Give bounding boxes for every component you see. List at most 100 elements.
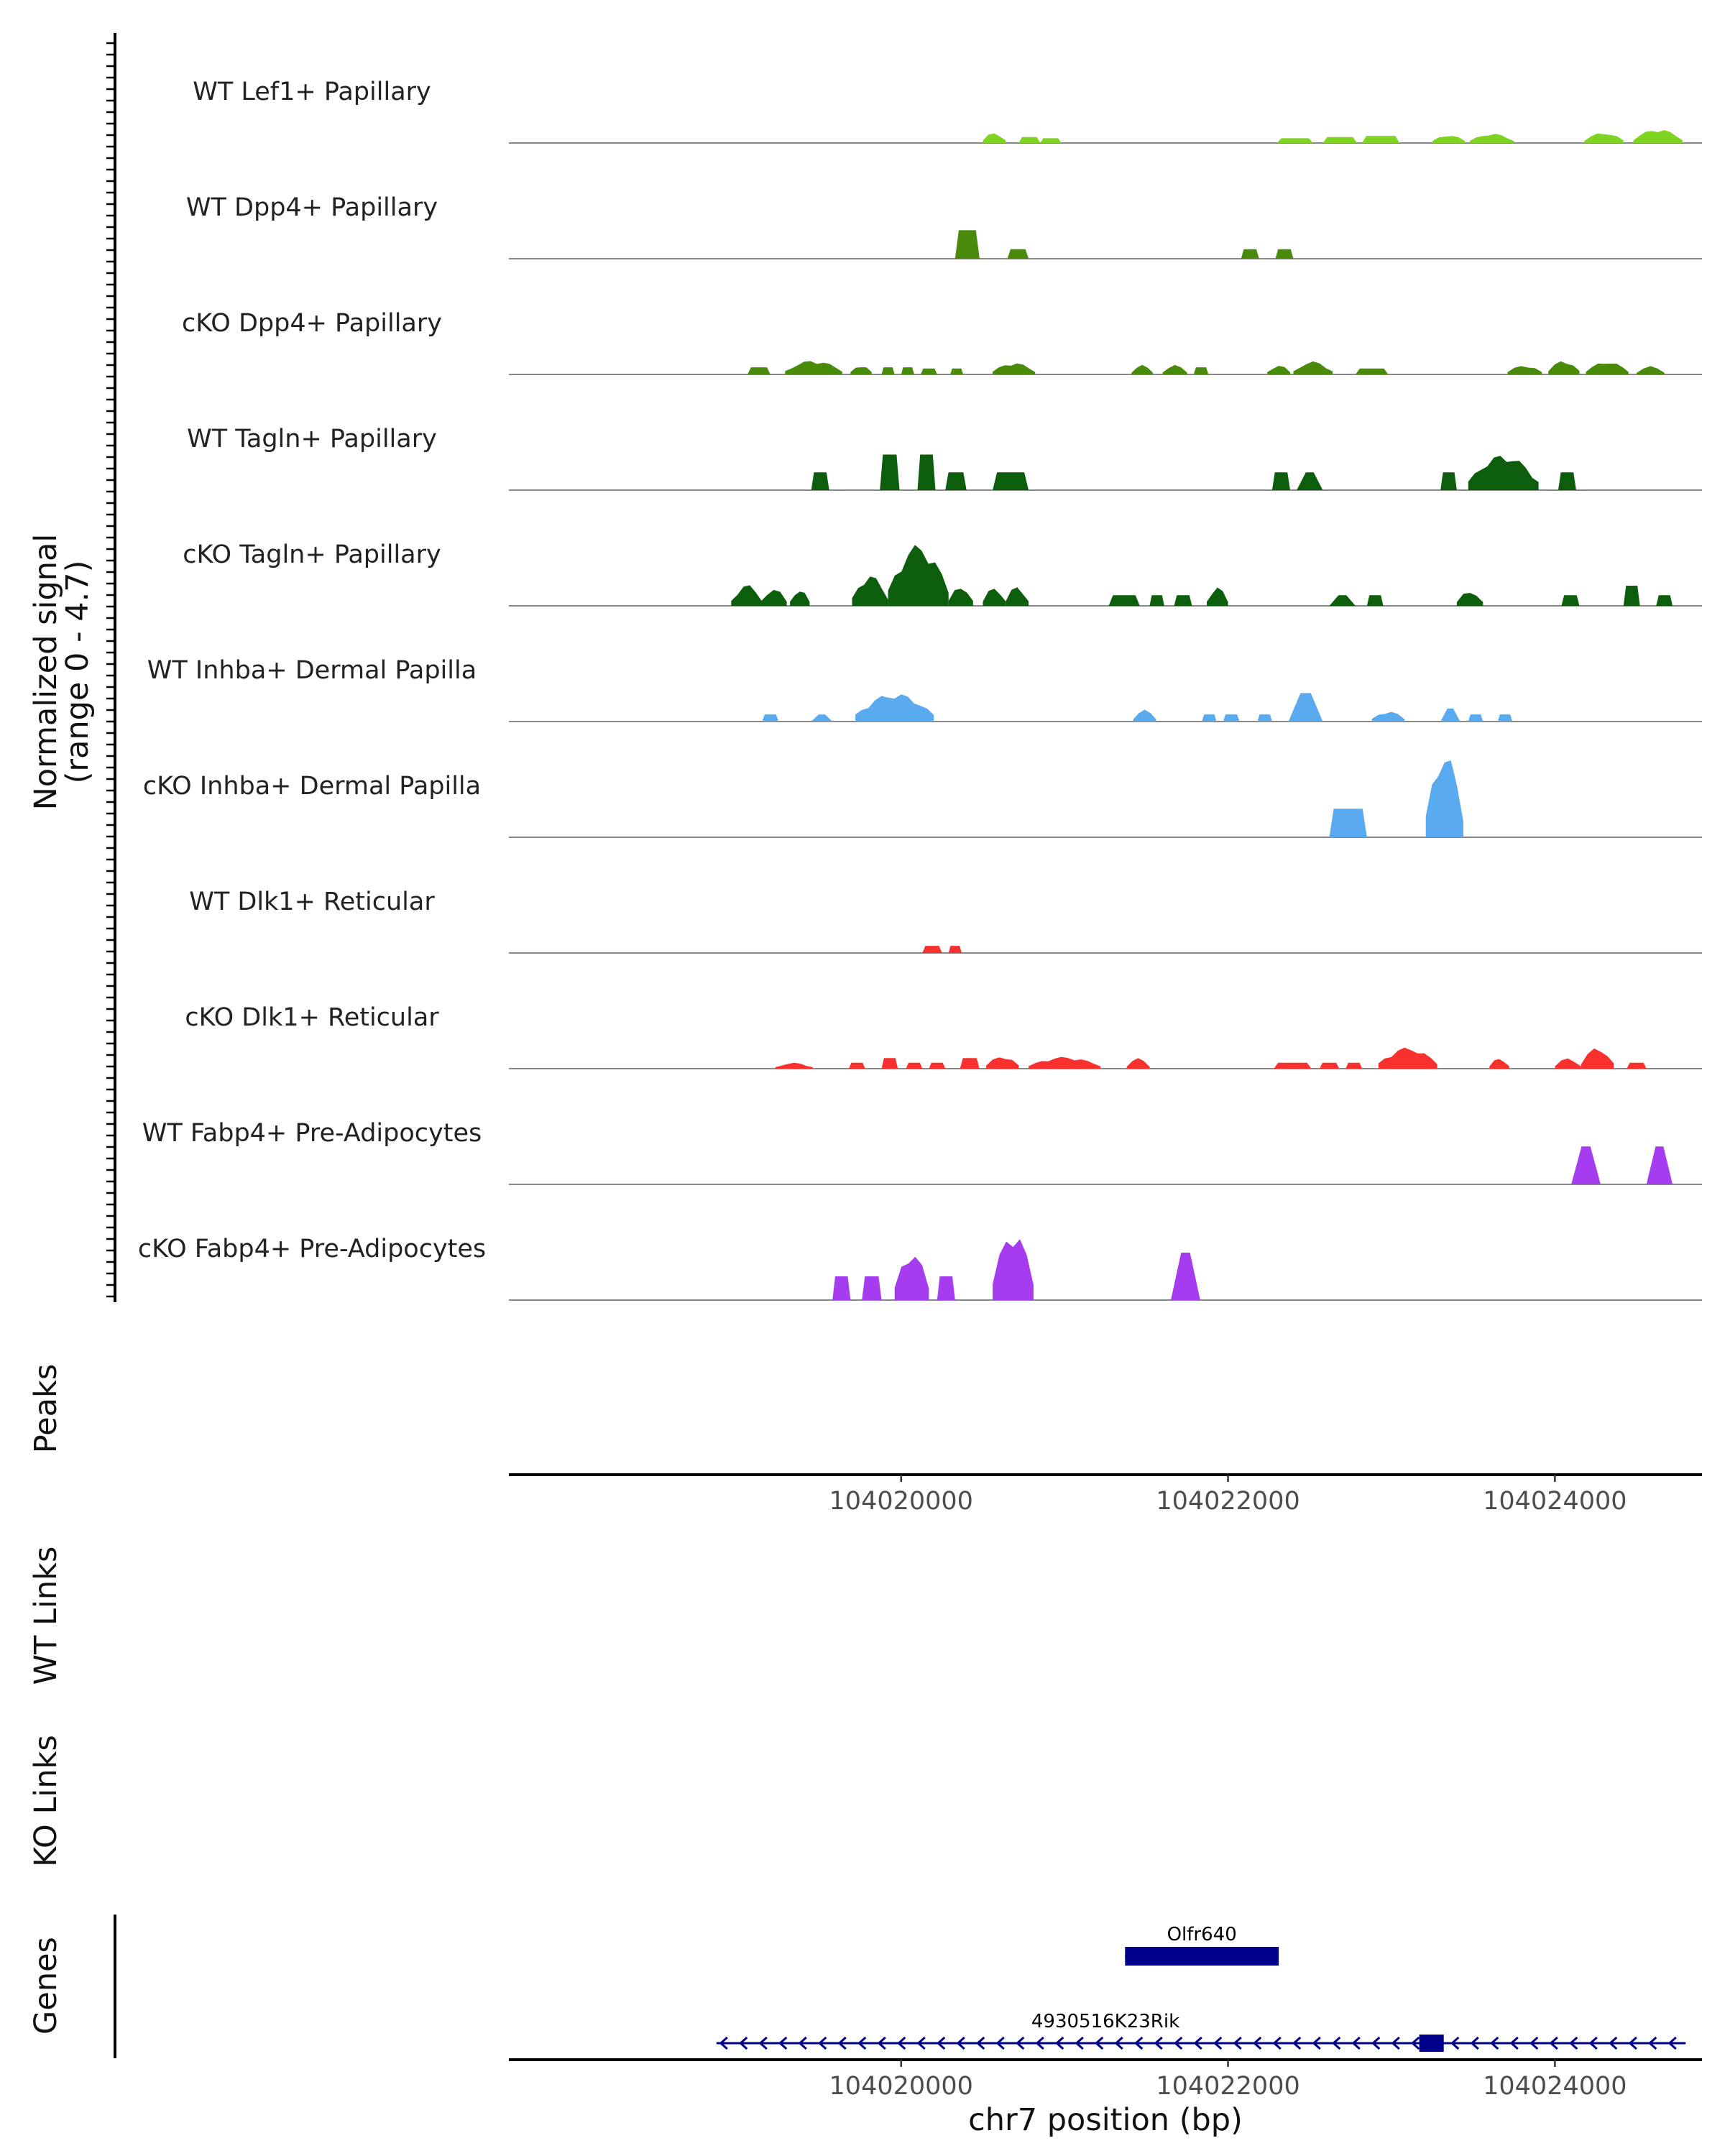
coverage-peak	[1355, 368, 1389, 374]
peaks-x-ticks: 104020000 104022000 104024000	[829, 1475, 1627, 1516]
coverage-peak	[1581, 1048, 1614, 1069]
coverage-peak	[785, 361, 842, 374]
coverage-peak	[1378, 1047, 1438, 1069]
coverage-peak	[1257, 714, 1272, 722]
genes-x-ticks: 104020000 104022000 104024000	[829, 2060, 1627, 2101]
strand-arrow	[1134, 2036, 1144, 2050]
gene-model: 4930516K23Rik	[716, 2011, 1686, 2052]
coverage-peak	[1440, 472, 1457, 490]
strand-arrow	[837, 2036, 847, 2050]
coverage-peak	[852, 576, 888, 606]
coverage-peak	[1007, 249, 1029, 259]
coverage-peak	[993, 472, 1029, 490]
coverage-peak	[1293, 361, 1333, 374]
strand-arrow	[1648, 2036, 1657, 2050]
coverage-peak	[1275, 249, 1294, 259]
coverage-peak	[1288, 693, 1323, 722]
coverage-peak	[1241, 249, 1259, 259]
coverage-peak	[1584, 133, 1624, 143]
coverage-track: WT Inhba+ Dermal Papilla	[147, 656, 1702, 722]
gene-label: 4930516K23Rik	[1031, 2011, 1179, 2032]
coverage-peak	[1162, 364, 1187, 374]
strand-arrow	[1174, 2036, 1183, 2050]
coverage-peak	[937, 1276, 955, 1300]
coverage-peak	[1322, 137, 1358, 143]
coverage-peak	[1133, 709, 1156, 722]
strand-arrow	[995, 2036, 1005, 2050]
strand-arrow	[1292, 2036, 1302, 2050]
coverage-track: cKO Tagln+ Papillary	[183, 540, 1702, 607]
coverage-peak	[983, 133, 1006, 143]
strand-arrow	[1075, 2036, 1084, 2050]
coverage-peak	[855, 694, 934, 722]
coverage-peak	[1329, 595, 1356, 606]
x-tick-label: 104020000	[829, 2072, 973, 2101]
coverage-peak	[1555, 1058, 1581, 1069]
gene-models: Olfr640 4930516K23Rik	[716, 1924, 1686, 2052]
coverage-peak	[1329, 808, 1367, 837]
strand-arrow	[778, 2036, 788, 2050]
coverage-peak	[1018, 137, 1040, 143]
x-tick-label: 104022000	[1156, 1487, 1300, 1516]
coverage-peak	[1548, 361, 1580, 374]
coverage-peak	[1586, 363, 1629, 374]
coverage-peak	[948, 946, 962, 953]
coverage-peak	[983, 589, 1006, 606]
strand-arrow	[1588, 2036, 1598, 2050]
strand-arrow	[1055, 2036, 1064, 2050]
coverage-peak	[1623, 586, 1640, 606]
coverage-peak	[1362, 136, 1400, 143]
y-axis-title-line2: (range 0 - 4.7)	[60, 561, 96, 784]
strand-arrow	[976, 2036, 985, 2050]
strand-arrow	[1509, 2036, 1519, 2050]
coverage-peak	[1297, 472, 1323, 490]
coverage-peak	[1193, 367, 1209, 374]
coverage-track: cKO Fabp4+ Pre-Adipocytes	[138, 1235, 1702, 1301]
strand-arrow	[818, 2036, 827, 2050]
strand-arrow	[798, 2036, 807, 2050]
coverage-peak	[945, 472, 967, 490]
coverage-track: WT Dlk1+ Reticular	[189, 888, 1702, 954]
gene-exon	[1419, 2035, 1444, 2052]
coverage-peak	[1040, 138, 1062, 143]
track-label: WT Tagln+ Papillary	[187, 425, 437, 453]
coverage-peak	[1029, 1056, 1101, 1069]
coverage-peak	[1489, 1059, 1509, 1069]
x-axis-title: chr7 position (bp)	[968, 2102, 1243, 2138]
coverage-track: WT Fabp4+ Pre-Adipocytes	[142, 1119, 1702, 1185]
track-label: WT Lef1+ Papillary	[193, 78, 431, 106]
coverage-peak	[1171, 1253, 1200, 1300]
coverage-peak	[950, 368, 964, 374]
coverage-peak	[1202, 714, 1217, 722]
coverage-peak	[929, 1062, 946, 1069]
track-label: cKO Dlk1+ Reticular	[185, 1003, 439, 1032]
coverage-peak	[881, 1058, 898, 1069]
genes-track-label: Genes	[28, 1937, 64, 2035]
track-label: cKO Inhba+ Dermal Papilla	[143, 772, 481, 801]
strand-arrow	[758, 2036, 768, 2050]
coverage-peak	[748, 367, 770, 374]
coverage-peak	[849, 1062, 865, 1069]
track-label: cKO Dpp4+ Papillary	[182, 309, 442, 338]
coverage-peak	[1274, 1062, 1312, 1069]
coverage-peak	[1558, 472, 1576, 490]
coverage-peak	[1267, 366, 1290, 374]
strand-arrow	[916, 2036, 926, 2050]
coverage-peak	[888, 545, 949, 606]
strand-arrow	[1490, 2036, 1499, 2050]
coverage-track: cKO Inhba+ Dermal Papilla	[143, 760, 1702, 838]
gene-model: Olfr640	[1125, 1924, 1279, 1966]
coverage-peak	[762, 714, 779, 722]
strand-arrow	[1450, 2036, 1460, 2050]
coverage-peak	[1271, 472, 1290, 490]
strand-arrow	[1411, 2036, 1420, 2050]
strand-arrow	[1114, 2036, 1123, 2050]
strand-arrow	[1233, 2036, 1242, 2050]
strand-arrow	[1035, 2036, 1044, 2050]
strand-arrow	[1371, 2036, 1381, 2050]
coverage-tracks: WT Lef1+ Papillary WT Dpp4+ Papillary cKO …	[138, 78, 1702, 1301]
coverage-track: cKO Dlk1+ Reticular	[185, 1003, 1702, 1069]
coverage-peak	[1276, 138, 1313, 143]
coverage-peak	[1456, 593, 1484, 606]
strand-arrow	[1272, 2036, 1282, 2050]
